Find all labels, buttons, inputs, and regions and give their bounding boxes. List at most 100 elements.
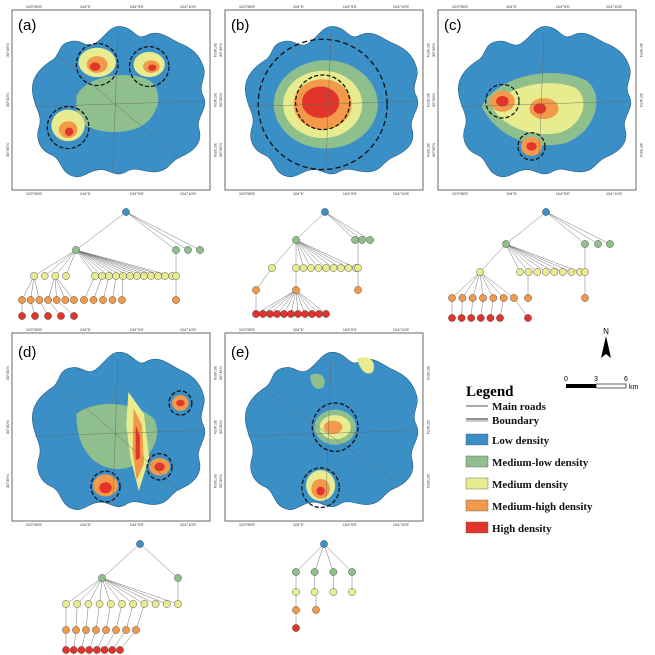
coordinate-tick-label: 104°E — [293, 4, 304, 9]
tree-edge — [75, 249, 110, 277]
tree-edge — [65, 249, 77, 277]
coordinate-tick-label: 104°5'E — [343, 4, 357, 9]
tree-edge — [295, 211, 326, 241]
tree-node — [348, 568, 356, 576]
tree-node — [112, 272, 120, 280]
tree-edge — [75, 249, 96, 277]
scale-tick: 3 — [594, 376, 598, 383]
tree-node — [140, 600, 149, 608]
tree-node — [151, 600, 160, 608]
coordinate-tick-label: 104°10'E — [393, 191, 409, 196]
coordinate-labels: 103°55'E 104°E 104°5'E 104°10'E 103°55'E 104°… — [5, 4, 644, 527]
coordinate-tick-label: 30°45'N — [5, 43, 10, 57]
tree-node — [467, 314, 476, 322]
tree-edge — [125, 603, 134, 631]
tree-node — [581, 240, 589, 248]
tree-edge — [75, 249, 103, 277]
tree-node — [161, 272, 169, 280]
tree-edge — [119, 629, 137, 651]
coordinate-tick-label: 30°35'N — [426, 474, 431, 488]
legend-label: Medium-low density — [492, 457, 589, 469]
legend: Legend Main roads Boundary Low density M… — [465, 384, 593, 535]
tree-node — [266, 310, 274, 318]
tree-node — [329, 568, 338, 576]
tree-edge — [125, 211, 177, 251]
tree-edge — [75, 249, 138, 277]
coordinate-tick-label: 30°40'N — [426, 93, 431, 107]
tree-node — [70, 296, 78, 304]
tree-node — [510, 294, 518, 302]
tree-node — [550, 268, 559, 276]
tree-edge — [33, 275, 40, 301]
tree-node — [292, 568, 300, 576]
tree-edge — [545, 211, 611, 245]
tree-edge — [75, 249, 152, 277]
tree-node — [57, 312, 65, 320]
tree-node — [122, 208, 130, 216]
tree-edge — [112, 629, 127, 651]
medium-density-area — [357, 357, 374, 374]
coordinate-tick-label: 104°5'E — [130, 522, 144, 527]
tree-node — [329, 588, 338, 596]
tree-node — [172, 296, 180, 304]
tree-node — [52, 296, 61, 304]
north-label: N — [603, 327, 609, 336]
tree-node — [457, 314, 466, 322]
tree-node — [516, 268, 524, 276]
tree-node — [307, 264, 315, 272]
tree-node — [489, 294, 498, 302]
high-density-area — [496, 96, 509, 107]
tree-edge — [451, 271, 481, 299]
cluster-circle — [311, 402, 359, 453]
tree-node — [70, 312, 78, 320]
tree-edge — [479, 243, 507, 273]
tree-edge — [295, 239, 304, 269]
tree-node — [18, 296, 26, 304]
tree-node — [252, 286, 260, 294]
tree-node — [476, 314, 485, 322]
medium-low-density-area — [76, 75, 159, 133]
cluster-circle — [517, 132, 546, 161]
cluster-circle — [90, 470, 121, 503]
tree-edge — [462, 271, 481, 299]
coordinate-tick-label: 104°5'E — [556, 191, 570, 196]
coordinate-tick-label: 30°35'N — [5, 474, 10, 488]
tree-node — [315, 310, 323, 318]
coordinate-tick-label: 103°55'E — [452, 191, 468, 196]
tree-node — [98, 272, 106, 280]
medium-high-density-area — [323, 420, 343, 434]
tree-node — [89, 296, 98, 304]
panel-label: (c) — [444, 17, 462, 34]
tree-node — [310, 588, 319, 596]
tree-node — [172, 246, 180, 254]
tree-node — [322, 264, 330, 272]
coordinate-tick-label: 103°55'E — [239, 4, 255, 9]
coordinate-tick-label: 30°45'N — [213, 366, 218, 380]
tree-node — [98, 574, 106, 582]
tree-node — [448, 314, 456, 322]
tree-node — [314, 264, 323, 272]
tree-node — [468, 294, 477, 302]
tree-node — [18, 312, 26, 320]
tree-edge — [323, 543, 353, 573]
tree-node — [119, 272, 127, 280]
tree-node — [31, 312, 39, 320]
tree-edge — [505, 243, 563, 273]
tree-edge — [255, 289, 297, 315]
coordinate-tick-label: 104°10'E — [180, 522, 196, 527]
coordinate-tick-label: 103°55'E — [26, 191, 42, 196]
tree-node — [502, 240, 510, 248]
tree-edge — [101, 577, 156, 605]
tree-edge — [75, 211, 127, 251]
map-panel-d: (d) — [11, 332, 211, 522]
tree-node — [294, 310, 302, 318]
tree-edge — [545, 211, 599, 245]
tree-node — [62, 646, 70, 654]
medium-low-density-swatch — [465, 455, 489, 468]
tree-node — [476, 268, 484, 276]
tree-edge — [479, 271, 515, 299]
tree-node — [77, 646, 86, 654]
tree-edge — [125, 211, 189, 251]
coordinate-tick-label: 104°E — [80, 4, 91, 9]
tree-node — [581, 294, 589, 302]
